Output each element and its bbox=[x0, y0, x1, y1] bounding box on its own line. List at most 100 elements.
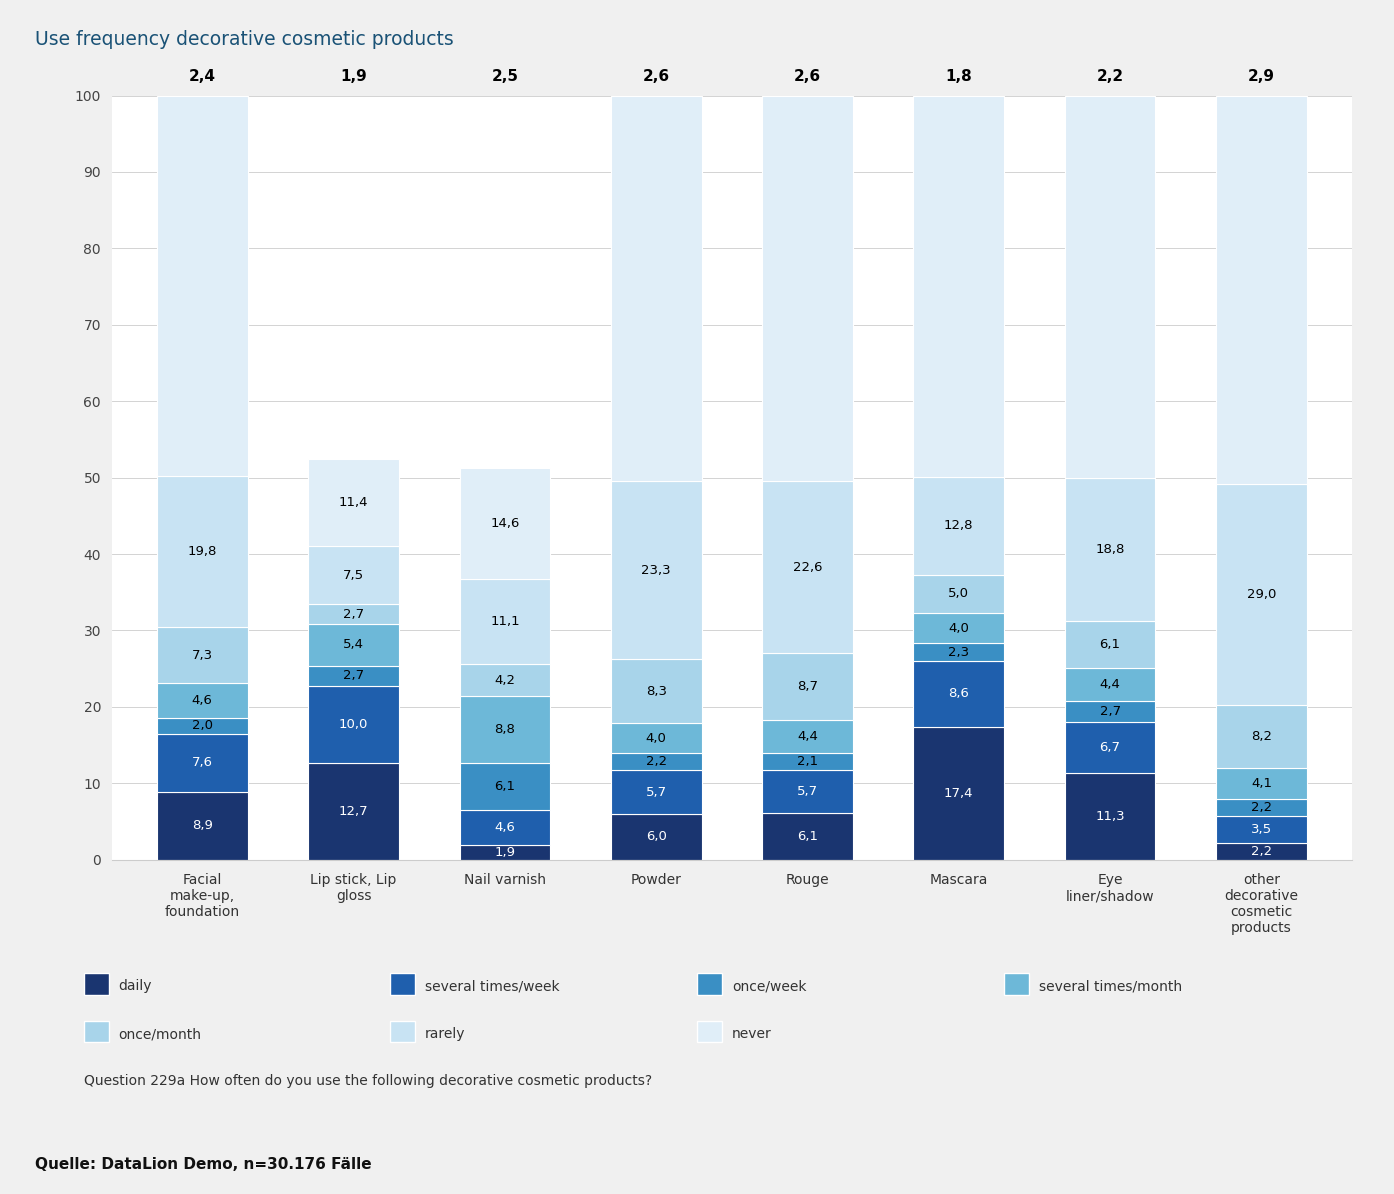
Bar bbox=[308, 624, 399, 665]
Text: 2,6: 2,6 bbox=[643, 69, 669, 84]
Text: daily: daily bbox=[118, 979, 152, 993]
Text: 29,0: 29,0 bbox=[1246, 587, 1276, 601]
Text: 8,7: 8,7 bbox=[797, 681, 818, 693]
Text: Quelle: DataLion Demo, n=30.176 Fälle: Quelle: DataLion Demo, n=30.176 Fälle bbox=[35, 1157, 371, 1173]
Bar bbox=[611, 481, 701, 659]
Text: once/month: once/month bbox=[118, 1027, 202, 1041]
Text: 2,2: 2,2 bbox=[645, 756, 666, 769]
Bar bbox=[611, 659, 701, 722]
Bar bbox=[913, 96, 1004, 476]
Text: 2,7: 2,7 bbox=[343, 608, 364, 621]
Bar bbox=[158, 96, 248, 476]
Text: 2,3: 2,3 bbox=[948, 646, 969, 659]
Bar bbox=[158, 683, 248, 719]
Text: 2,9: 2,9 bbox=[1248, 69, 1276, 84]
Bar bbox=[460, 763, 551, 810]
Bar bbox=[158, 792, 248, 860]
Bar bbox=[1216, 843, 1306, 860]
Text: 5,7: 5,7 bbox=[645, 786, 666, 799]
Bar bbox=[158, 627, 248, 683]
Bar bbox=[763, 753, 853, 769]
Text: never: never bbox=[732, 1027, 772, 1041]
Text: 17,4: 17,4 bbox=[944, 787, 973, 800]
Bar bbox=[1065, 478, 1156, 621]
Text: 14,6: 14,6 bbox=[491, 517, 520, 530]
Text: 2,4: 2,4 bbox=[188, 69, 216, 84]
Bar bbox=[913, 613, 1004, 644]
Text: 2,6: 2,6 bbox=[795, 69, 821, 84]
Bar bbox=[763, 813, 853, 860]
Bar bbox=[158, 476, 248, 627]
Bar bbox=[460, 468, 551, 579]
Text: 8,2: 8,2 bbox=[1250, 731, 1271, 743]
Bar bbox=[460, 810, 551, 845]
Bar bbox=[460, 845, 551, 860]
Text: 2,2: 2,2 bbox=[1097, 69, 1124, 84]
Bar bbox=[1065, 774, 1156, 860]
Text: 4,2: 4,2 bbox=[495, 673, 516, 687]
Text: 11,1: 11,1 bbox=[491, 615, 520, 628]
Text: 19,8: 19,8 bbox=[188, 546, 217, 559]
Bar bbox=[611, 814, 701, 860]
Text: Question 229a How often do you use the following decorative cosmetic products?: Question 229a How often do you use the f… bbox=[84, 1073, 652, 1088]
Text: 12,7: 12,7 bbox=[339, 805, 368, 818]
Bar bbox=[1216, 817, 1306, 843]
Text: Use frequency decorative cosmetic products: Use frequency decorative cosmetic produc… bbox=[35, 30, 453, 49]
Text: 2,7: 2,7 bbox=[343, 670, 364, 683]
Text: 18,8: 18,8 bbox=[1096, 543, 1125, 556]
Text: 10,0: 10,0 bbox=[339, 718, 368, 731]
Text: rarely: rarely bbox=[425, 1027, 466, 1041]
Bar bbox=[308, 460, 399, 547]
Bar bbox=[913, 476, 1004, 574]
Bar bbox=[913, 661, 1004, 727]
Bar bbox=[158, 733, 248, 792]
Text: several times/week: several times/week bbox=[425, 979, 560, 993]
Bar bbox=[158, 719, 248, 733]
Text: 2,0: 2,0 bbox=[192, 720, 213, 732]
Bar bbox=[460, 696, 551, 763]
Text: 6,1: 6,1 bbox=[495, 780, 516, 793]
Text: 23,3: 23,3 bbox=[641, 564, 671, 577]
Bar bbox=[1216, 706, 1306, 768]
Bar bbox=[913, 727, 1004, 860]
Bar bbox=[611, 96, 701, 481]
Text: 8,6: 8,6 bbox=[948, 688, 969, 701]
Text: 2,1: 2,1 bbox=[797, 755, 818, 768]
Bar bbox=[611, 753, 701, 770]
Bar bbox=[460, 664, 551, 696]
Text: 4,6: 4,6 bbox=[192, 694, 213, 707]
Text: 5,7: 5,7 bbox=[797, 784, 818, 798]
Bar bbox=[763, 653, 853, 720]
Bar bbox=[1065, 96, 1156, 478]
Bar bbox=[611, 722, 701, 753]
Text: 5,4: 5,4 bbox=[343, 639, 364, 652]
Text: 6,7: 6,7 bbox=[1100, 741, 1121, 755]
Text: 1,8: 1,8 bbox=[945, 69, 972, 84]
Text: 2,7: 2,7 bbox=[1100, 706, 1121, 719]
Bar bbox=[913, 644, 1004, 661]
Text: 4,1: 4,1 bbox=[1250, 777, 1271, 790]
Bar bbox=[1065, 722, 1156, 774]
Text: 3,5: 3,5 bbox=[1250, 823, 1271, 836]
Bar bbox=[763, 481, 853, 653]
Bar bbox=[913, 574, 1004, 613]
Text: 12,8: 12,8 bbox=[944, 519, 973, 533]
Bar bbox=[308, 687, 399, 763]
Bar bbox=[1065, 621, 1156, 667]
Text: 6,1: 6,1 bbox=[797, 830, 818, 843]
Text: 4,6: 4,6 bbox=[495, 821, 516, 835]
Text: 1,9: 1,9 bbox=[340, 69, 367, 84]
Text: 1,9: 1,9 bbox=[495, 845, 516, 858]
Text: 8,3: 8,3 bbox=[645, 684, 666, 697]
Text: 7,5: 7,5 bbox=[343, 568, 364, 581]
Bar bbox=[308, 547, 399, 604]
Bar bbox=[1065, 667, 1156, 702]
Text: 2,2: 2,2 bbox=[1250, 845, 1271, 857]
Bar bbox=[308, 604, 399, 624]
Text: 7,6: 7,6 bbox=[192, 756, 213, 769]
Bar bbox=[611, 770, 701, 814]
Text: 4,0: 4,0 bbox=[948, 622, 969, 635]
Bar bbox=[308, 665, 399, 687]
Text: 6,0: 6,0 bbox=[645, 830, 666, 843]
Text: several times/month: several times/month bbox=[1039, 979, 1182, 993]
